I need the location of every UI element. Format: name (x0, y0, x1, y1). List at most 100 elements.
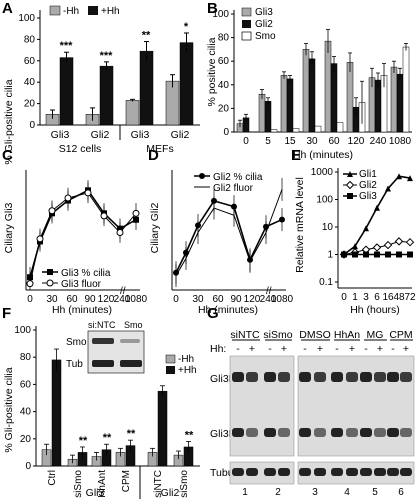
panel-label-e: E (291, 147, 301, 164)
legend-b-smo: Smo (255, 31, 276, 42)
c-xtick-label: 60 (66, 294, 78, 305)
b-ytick-label: 100 (212, 9, 229, 20)
inset-lane-smo: Smo (124, 320, 143, 330)
c-point (100, 212, 108, 220)
e-ytick-label: 1 (327, 250, 333, 261)
g-lane-number: 3 (312, 487, 318, 498)
f-ytick-label: 20 (20, 434, 32, 445)
d-point (279, 216, 285, 223)
b-bar (346, 62, 354, 133)
c-point (132, 209, 140, 217)
f-significance: ** (79, 435, 88, 447)
f-category-label: Ctrl (47, 470, 58, 486)
b-bar (292, 128, 300, 133)
c-xtick-label: 90 (84, 294, 96, 305)
d-xtick-label: 30 (192, 294, 204, 305)
d-xtick-label: 1080 (271, 294, 294, 305)
panel-label-f: F (2, 305, 11, 322)
e-point (363, 251, 369, 258)
panel-f-group-gli3: Gli3 (86, 487, 105, 499)
a-category-label: Gli3 (131, 129, 150, 141)
g-lane-sign: - (364, 343, 368, 355)
g-lanes: - + - + - + - + - + - +1 2 3 4 5 6 (232, 343, 412, 498)
panel-d-chart: Ciliary Gli2 Hh (minutes) Gli2 % cilia G… (149, 170, 286, 316)
panel-label-d: D (148, 147, 159, 164)
e-point (352, 251, 358, 258)
b-xtick-label: 5 (265, 136, 271, 147)
g-band-tubulin (314, 468, 326, 476)
g-band-gli3fl (232, 372, 244, 382)
f-bar (51, 359, 62, 467)
legend-b-gli3: Gli3 (255, 7, 273, 18)
g-band-tubulin (264, 468, 276, 476)
legend-f-plus-swatch (166, 366, 175, 374)
c-xtick-label: 240 (114, 294, 131, 305)
e-xtick-label: 16 (382, 292, 394, 303)
g-band-tubulin (374, 468, 386, 476)
g-band-gli3fl (299, 372, 311, 382)
g-band-gli3r (264, 428, 276, 437)
a-bar (165, 80, 180, 126)
g-band-gli3fl (331, 372, 343, 382)
panel-label-c: C (2, 147, 13, 164)
a-ytick-label: 100 (18, 13, 35, 24)
f-significance: ** (185, 430, 194, 442)
legend-c-gli3fluor: Gli3 fluor (61, 279, 102, 290)
b-bar (324, 40, 332, 133)
b-xtick-label: 15 (284, 136, 296, 147)
b-bar (314, 125, 322, 133)
c-point (36, 235, 44, 243)
d-series-line (175, 199, 283, 274)
a-category-label: Gli2 (91, 129, 110, 141)
c-xtick-label: 30 (46, 294, 58, 305)
legend-e-gli3-marker (347, 193, 353, 199)
g-lane-sign: + (377, 343, 383, 355)
g-lane-number: 4 (344, 487, 350, 498)
c-point (84, 189, 92, 197)
b-xtick-label: 60 (328, 136, 340, 147)
b-bar (308, 58, 316, 133)
b-bar (390, 66, 398, 133)
c-xtick-label: 1080 (125, 294, 148, 305)
d-xtick-label: 120 (244, 294, 261, 305)
a-bar (125, 100, 140, 126)
panel-f-chart: % Gli-positive cilia Gli3 Gli2 -Hh +Hh s… (3, 320, 200, 499)
g-band-tubulin (360, 468, 372, 476)
g-band-tubulin (387, 468, 399, 476)
g-lane-sign: - (236, 343, 240, 355)
g-group-sismo: siSmo (263, 329, 292, 341)
e-point (341, 251, 347, 258)
inset-band-tub-ntc (92, 360, 114, 367)
e-point (374, 204, 380, 211)
e-ytick-label: 1000 (311, 167, 334, 178)
g-group-cpm: CPM (389, 329, 412, 341)
c-break: // (120, 286, 126, 297)
panel-a-group-s12: S12 cells (59, 143, 102, 155)
panel-c-ylabel: Ciliary Gli3 (3, 202, 15, 253)
e-xtick-label: 48 (393, 292, 405, 303)
c-point (48, 207, 56, 215)
g-band-tubulin (331, 468, 343, 476)
panel-label-g: G (207, 305, 219, 322)
g-group-dmso: DMSO (299, 329, 331, 341)
legend-c-gli3pct-marker (47, 269, 53, 275)
inset-band-smo-smo (120, 339, 140, 343)
inset-band-tub-smo (120, 360, 142, 367)
a-ytick-label: 0 (29, 120, 35, 131)
g-band-tubulin (232, 468, 244, 476)
panel-a-ylabel: % Gli-positive cilia (3, 79, 15, 164)
f-category-label: siSmo (73, 470, 84, 498)
a-ytick-label: 60 (24, 56, 36, 67)
legend-minus-hh: -Hh (63, 6, 79, 17)
g-band-gli3r (374, 428, 386, 437)
b-bar (286, 78, 294, 133)
f-ytick-label: 40 (20, 407, 32, 418)
legend-b-gli2-swatch (242, 20, 251, 28)
c-point (64, 194, 72, 202)
g-group-sintc: siNTC (230, 329, 260, 341)
b-bar (336, 122, 344, 133)
panel-e-chart: Relative mRNA level Hh (hours) Gli1 Gli2… (294, 168, 412, 316)
g-blot-left (229, 355, 295, 457)
b-xtick-label: 120 (348, 136, 365, 147)
